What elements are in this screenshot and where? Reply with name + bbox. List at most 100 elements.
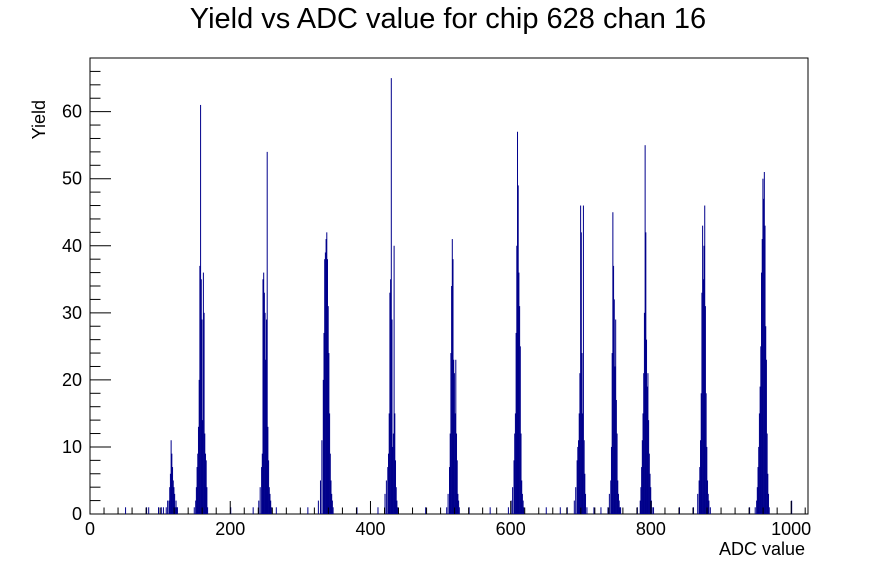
histogram-bin [171,453,173,514]
histogram-bin [610,480,612,514]
x-tick-label: 0 [85,519,95,539]
histogram-bin [612,212,614,515]
histogram-bin [767,473,769,514]
histogram-bin [761,239,763,514]
histogram-bin [329,453,331,514]
histogram-bin [639,500,641,514]
histogram-bin [513,460,515,514]
histogram-bin [575,487,577,514]
histogram-bin [704,306,706,514]
histogram-bin [175,500,177,514]
histogram-bin [167,500,169,514]
histogram-bin [620,507,622,514]
histogram-bin [388,453,389,514]
histogram-bin [516,245,518,514]
histogram-bin [169,487,171,514]
histogram-bin [756,500,758,514]
histogram-bin [616,433,618,514]
histogram-bin [648,453,650,514]
histogram-bin [325,239,327,514]
histogram-bin [447,493,449,514]
histogram-bin [395,460,397,514]
y-tick-label: 40 [62,236,82,256]
histogram-bin [258,500,260,514]
histogram-bin [617,493,619,514]
histogram-bin [446,507,448,514]
histogram-bin [453,373,455,514]
histogram-bin [268,487,270,514]
histogram-bin [174,507,176,514]
x-tick-label: 600 [496,519,526,539]
histogram-bin [262,279,264,514]
histogram-bin [204,433,206,514]
histogram-bin [125,507,127,514]
histogram-bin [519,306,521,514]
histogram-bin [267,426,269,514]
histogram-bin [199,265,201,514]
histogram-bin [176,507,178,514]
histogram-bin [607,507,609,514]
histogram-bin [158,507,160,514]
histogram-bin [514,413,516,514]
histogram-bin [206,487,208,514]
histogram-bin [703,245,705,514]
histogram-bin [765,326,767,514]
histogram-bin [761,272,763,514]
histogram-bin [458,507,460,514]
histogram-bin [697,493,699,514]
histogram-bin [593,507,595,514]
histogram-bin [700,393,702,514]
histogram-bin [195,487,197,514]
histogram-bin [613,299,615,514]
histogram-bin [758,446,760,514]
histogram-bin [586,507,588,514]
histogram-bin [706,446,708,514]
histogram-bin [259,487,261,514]
histogram-bin [608,493,610,514]
histogram-bin [758,413,760,514]
histogram-bin [759,386,761,514]
histogram-bin [331,500,333,514]
histogram-bin [393,245,395,514]
histogram-bin [523,507,525,514]
histogram-bin [395,487,397,514]
x-tick-label: 1000 [771,519,811,539]
histogram-bin [326,232,328,514]
histogram-bin [266,151,268,514]
histogram-bin [522,500,524,514]
histogram-bin [698,480,700,514]
histogram-bin [264,312,266,514]
histogram-bin [704,205,706,514]
histogram-bin [197,426,199,514]
y-tick-label: 60 [62,102,82,122]
histogram-bin [324,252,326,514]
histogram-bin [394,413,396,514]
histogram-bin [321,440,323,514]
histogram-bin [322,379,324,514]
histogram-bin [702,279,704,514]
histogram-bin [600,507,602,514]
histogram-bin [172,467,174,514]
histogram-bin [699,467,701,514]
histogram-bin [319,480,321,514]
histogram-bin [707,480,709,514]
histogram-bin [261,467,263,514]
histogram-bin [517,131,519,514]
histogram-bin [392,433,394,514]
histogram-bin [197,453,199,514]
histogram-bin [545,507,547,514]
histogram-bin [648,420,650,514]
y-tick-label: 50 [62,169,82,189]
histogram-bin [702,225,704,514]
histogram-bin [618,500,620,514]
histogram-bin [202,420,204,514]
histogram-bin [270,500,272,514]
histogram-bin [581,353,583,514]
histogram-bin [643,373,645,514]
histogram-bin [388,413,390,514]
histogram-bin [454,413,456,514]
histogram-bin [653,507,655,514]
histogram-bin [640,487,642,514]
histogram-bin [757,467,759,514]
